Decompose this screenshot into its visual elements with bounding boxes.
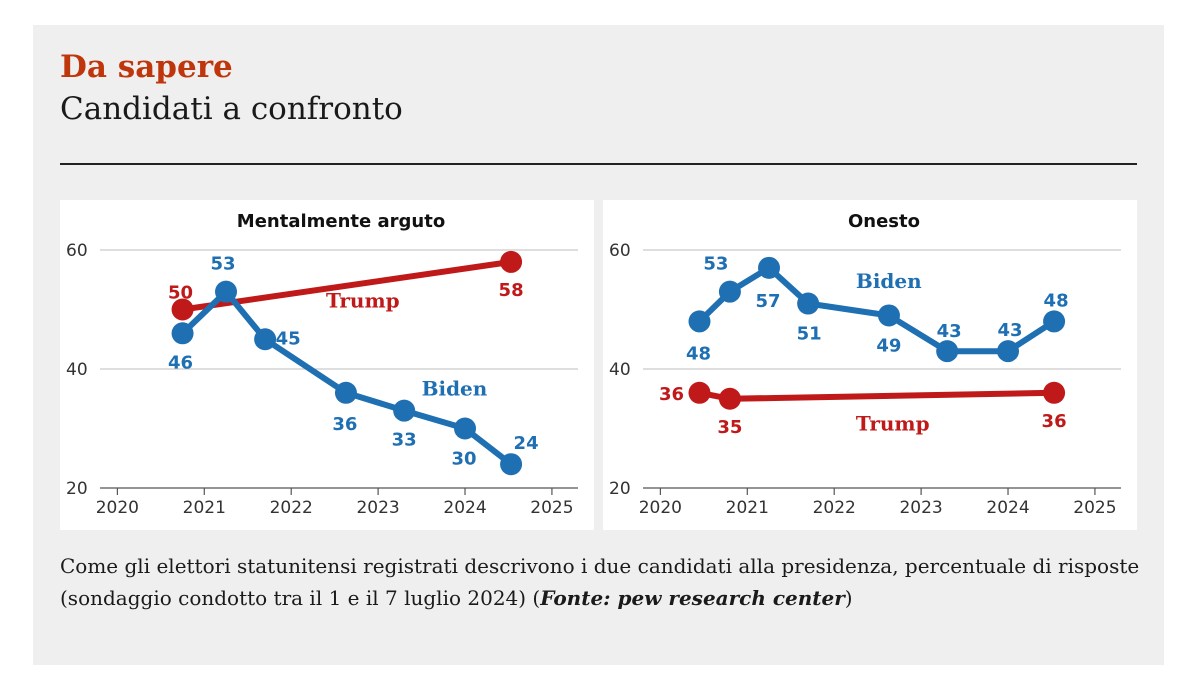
y-tick-label: 60 [66,241,88,261]
kicker: Da sapere [60,49,233,85]
data-label-biden: 57 [755,291,780,312]
data-label-trump: 50 [168,283,193,304]
infographic-card: Da sapere Candidati a confronto Mentalme… [33,25,1164,665]
y-tick-label: 60 [609,241,631,261]
data-point-trump [171,298,194,321]
y-tick-label: 40 [66,360,88,380]
data-label-trump: 36 [1042,411,1067,432]
data-point-biden [171,322,194,345]
series-name-label-biden: Biden [422,377,488,401]
data-label-biden: 43 [997,320,1022,341]
caption: Come gli elettori statunitensi registrat… [60,550,1140,614]
x-tick-label: 2025 [1073,498,1116,518]
series-name-label-trump: Trump [856,412,930,436]
data-point-trump [688,381,711,404]
caption-close: ) [844,586,853,610]
data-point-biden [454,417,477,440]
data-label-biden: 49 [876,335,901,356]
data-label-biden: 48 [686,343,711,364]
data-point-biden [797,292,820,315]
x-tick-label: 2021 [726,498,769,518]
x-tick-label: 2023 [356,498,399,518]
chart-panel-onesto: Onesto 20 40 60 2020 2021 2022 2023 2024 2025 48 53… [603,200,1137,530]
data-label-biden: 45 [276,328,301,349]
data-label-biden: 43 [937,321,962,342]
data-point-biden [393,399,416,422]
caption-source: Fonte: pew research center [540,586,845,610]
chart-title: Onesto [848,211,920,232]
data-point-biden [688,310,711,333]
data-point-biden [254,328,277,351]
x-tick-label: 2024 [986,498,1029,518]
data-point-biden [334,381,357,404]
data-point-biden [215,280,238,303]
x-tick-label: 2020 [639,498,682,518]
data-point-trump [1043,381,1066,404]
data-point-biden [1043,310,1066,333]
data-label-biden: 48 [1044,290,1069,311]
data-label-biden: 51 [797,324,822,345]
chart-panel-mentalmente-arguto: Mentalmente arguto 20 40 60 2020 2021 2022 2023… [60,200,594,530]
data-point-biden [500,453,523,476]
data-point-trump [500,250,523,273]
caption-text: Come gli elettori statunitensi registrat… [60,554,1140,610]
data-label-biden: 30 [451,449,476,470]
data-label-biden: 33 [392,430,417,451]
data-point-biden [718,280,741,303]
data-label-biden: 53 [210,254,235,275]
data-label-trump: 36 [659,384,684,405]
data-point-biden [997,340,1020,363]
data-label-biden: 36 [332,414,357,435]
chart-onesto: Onesto 20 40 60 2020 2021 2022 2023 2024 2025 48 53… [609,211,1121,518]
x-tick-label: 2025 [530,498,573,518]
x-tick-label: 2020 [96,498,139,518]
data-label-trump: 58 [499,280,524,301]
x-tick-label: 2024 [443,498,486,518]
series-name-label-trump: Trump [326,289,400,313]
series-line-trump [696,389,1058,402]
chart-title: Mentalmente arguto [237,211,445,232]
data-point-trump [718,387,741,410]
y-tick-label: 20 [609,479,631,499]
data-label-biden: 53 [703,254,728,275]
x-tick-label: 2022 [270,498,313,518]
page-title: Candidati a confronto [60,91,403,127]
x-tick-label: 2021 [183,498,226,518]
data-point-biden [936,340,959,363]
chart-mentalmente-arguto: Mentalmente arguto 20 40 60 2020 2021 2022 2023… [66,211,578,518]
divider [60,163,1137,165]
series-name-label-biden: Biden [856,269,922,293]
data-label-biden: 24 [514,433,539,454]
x-tick-label: 2022 [813,498,856,518]
data-point-biden [758,256,781,279]
data-point-biden [877,304,900,327]
y-tick-label: 40 [609,360,631,380]
data-label-trump: 35 [717,417,742,438]
data-label-biden: 46 [168,352,193,373]
x-tick-label: 2023 [899,498,942,518]
y-tick-label: 20 [66,479,88,499]
